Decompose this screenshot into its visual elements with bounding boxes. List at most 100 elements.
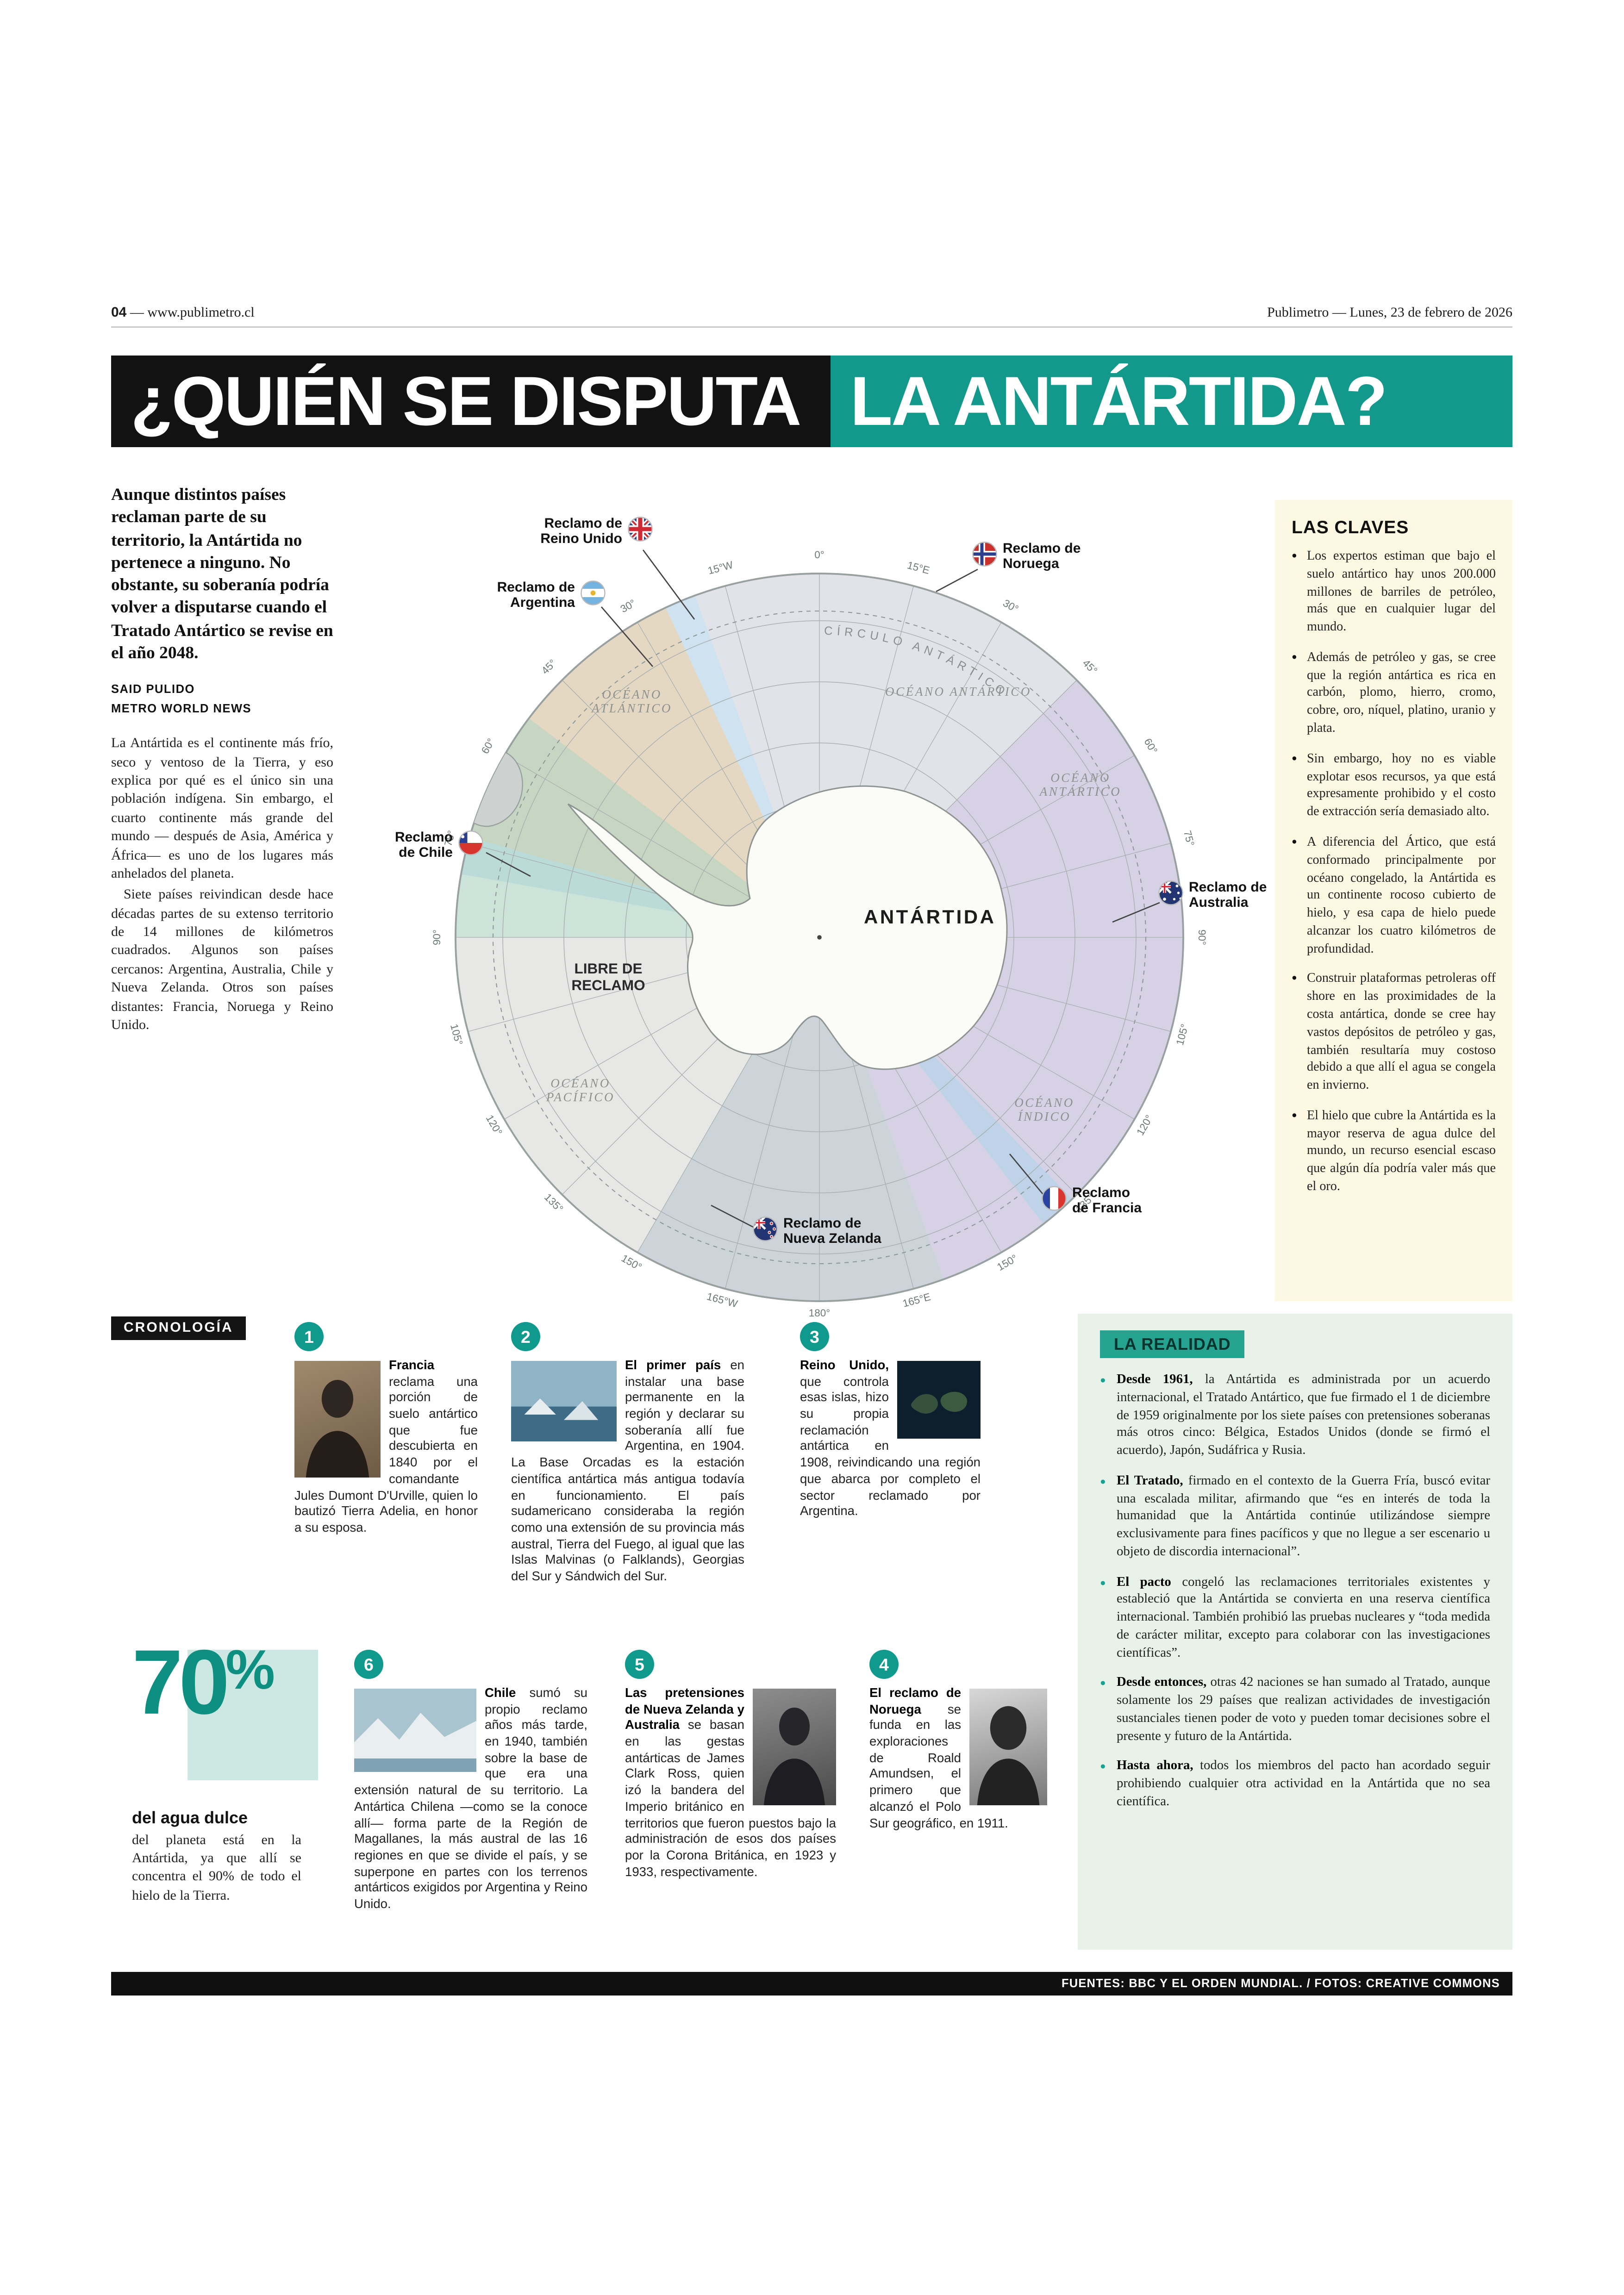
- photo-jules-dumont-durville: [294, 1361, 381, 1478]
- svg-text:165°E: 165°E: [901, 1291, 932, 1310]
- freshwater-stat: 70% del agua dulce del planeta está en l…: [132, 1630, 318, 1905]
- chrono-text-4: se funda en las exploraciones de Roald A…: [869, 1702, 1008, 1830]
- stat-text: del planeta está en la Antártida, ya que…: [132, 1833, 301, 1903]
- byline-org: METRO WORLD NEWS: [111, 700, 252, 715]
- claim-label-chile: Reclamo de Chile: [331, 830, 483, 861]
- svg-text:120°: 120°: [1134, 1113, 1155, 1137]
- chrono-number-2: 2: [511, 1322, 540, 1351]
- argentina-flag-icon: [581, 580, 606, 605]
- page-header: 04 — www.publimetro.cl Publimetro — Lune…: [111, 306, 1512, 328]
- intro-column: Aunque distintos países reclaman parte d…: [111, 483, 333, 1035]
- svg-text:45°: 45°: [539, 657, 559, 677]
- clave-item: Sin embargo, hoy no es viable explotar e…: [1292, 751, 1496, 822]
- svg-text:OCÉANO ANTÁRTICO: OCÉANO ANTÁRTICO: [885, 685, 1031, 698]
- claim-australia-text: Reclamo de Australia: [1189, 880, 1267, 911]
- headline-black: ¿QUIÉN SE DISPUTA: [111, 355, 831, 447]
- las-claves-title: LAS CLAVES: [1292, 517, 1409, 537]
- norway-flag-icon: [972, 542, 997, 567]
- chrono-item-5: 5 Las pretensiones de Nueva Zelanda y Au…: [625, 1650, 836, 1881]
- photo-base-orcadas: [511, 1361, 617, 1441]
- svg-text:15°W: 15°W: [706, 559, 735, 577]
- chrono-number-4: 4: [869, 1650, 899, 1679]
- chrono-number-1: 1: [294, 1322, 324, 1351]
- headline-teal: LA ANTÁRTIDA?: [831, 355, 1512, 447]
- realidad-item: El Tratado, firmado en el contexto de la…: [1100, 1473, 1490, 1561]
- svg-text:CÍRCULO ANTÁRTICO: CÍRCULO ANTÁRTICO: [824, 624, 1011, 700]
- page-number: 04: [111, 306, 127, 321]
- claim-new-zealand-text: Reclamo de Nueva Zelanda: [783, 1216, 881, 1247]
- claim-label-norway: Reclamo de Noruega: [972, 542, 1081, 573]
- chrono-number-6: 6: [354, 1650, 383, 1679]
- clave-item: Construir plataformas petroleras off sho…: [1292, 971, 1496, 1095]
- realidad-item: Hasta ahora, todos los miembros del pact…: [1100, 1759, 1490, 1812]
- svg-text:150°: 150°: [995, 1252, 1019, 1273]
- claim-france-text: Reclamo de Francia: [1072, 1186, 1142, 1217]
- chrono-lead-3: Reino Unido,: [800, 1358, 889, 1372]
- antarctica-map: CÍRCULO ANTÁRTICO 0° 15°E 30° 45° 60° 75° 90° 10…: [375, 493, 1264, 1382]
- chrono-item-3: 3 Reino Unido, que controla esas islas, …: [800, 1322, 981, 1521]
- photo-roald-amundsen: [969, 1689, 1047, 1805]
- chrono-text-5: se basan en las gestas antárticas de Jam…: [625, 1718, 836, 1878]
- claim-label-argentina: Reclamo de Argentina: [411, 580, 606, 611]
- uk-flag-icon: [628, 517, 653, 542]
- intro-paragraph-2: Siete países reivindican desde hace déca…: [111, 887, 333, 1034]
- france-flag-icon: [1042, 1186, 1067, 1211]
- svg-text:135°: 135°: [542, 1191, 566, 1215]
- antarctica-polar-map: CÍRCULO ANTÁRTICO 0° 15°E 30° 45° 60° 75° 90° 10…: [431, 549, 1208, 1319]
- chrono-lead-2: El primer país: [625, 1358, 721, 1372]
- realidad-item: Desde 1961, la Antártida es administrada…: [1100, 1372, 1490, 1460]
- realidad-item: El pacto congeló las reclamaciones terri…: [1100, 1574, 1490, 1663]
- chile-flag-icon: [458, 830, 483, 855]
- australia-flag-icon: [1158, 880, 1183, 905]
- la-realidad-panel: LA REALIDAD Desde 1961, la Antártida es …: [1078, 1314, 1512, 1950]
- site-url: — www.publimetro.cl: [126, 306, 255, 321]
- realidad-item: Desde entonces, otras 42 naciones se han…: [1100, 1675, 1490, 1746]
- svg-text:180°: 180°: [809, 1307, 831, 1319]
- claim-label-australia: Reclamo de Australia: [1158, 880, 1267, 911]
- intro-lead: Aunque distintos países reclaman parte d…: [111, 485, 333, 662]
- svg-text:120°: 120°: [484, 1113, 505, 1137]
- svg-text:ANTÁRTIDA: ANTÁRTIDA: [864, 906, 996, 928]
- svg-text:60°: 60°: [1142, 736, 1160, 756]
- chrono-number-5: 5: [625, 1650, 654, 1679]
- svg-text:75°: 75°: [1181, 829, 1197, 847]
- cronologia-label: CRONOLOGÍA: [111, 1316, 246, 1340]
- header-right: Publimetro — Lunes, 23 de febrero de 202…: [1267, 306, 1512, 321]
- svg-text:0°: 0°: [814, 549, 824, 561]
- las-claves-panel: LAS CLAVES Los expertos estiman que bajo…: [1275, 500, 1512, 1301]
- svg-text:105°: 105°: [448, 1023, 465, 1046]
- clave-item: Además de petróleo y gas, se cree que la…: [1292, 650, 1496, 739]
- svg-text:90°: 90°: [431, 929, 443, 945]
- svg-text:90°: 90°: [1196, 929, 1208, 945]
- clave-item: A diferencia del Ártico, que está confor…: [1292, 835, 1496, 959]
- byline-name: SAID PULIDO: [111, 682, 195, 696]
- clave-item: El hielo que cubre la Antártida es la ma…: [1292, 1108, 1496, 1197]
- claim-label-new-zealand: Reclamo de Nueva Zelanda: [753, 1216, 881, 1247]
- chrono-text-1: reclama una porción de suelo antártico q…: [294, 1374, 478, 1534]
- claim-label-france: Reclamo de Francia: [1042, 1186, 1142, 1217]
- chrono-text-3: que controla esas islas, hizo su propia …: [800, 1374, 981, 1518]
- svg-text:30°: 30°: [1001, 597, 1020, 615]
- byline: SAID PULIDO METRO WORLD NEWS: [111, 680, 333, 718]
- intro-paragraph-1: La Antártida es el continente más frío, …: [111, 736, 333, 882]
- chrono-text-6: sumó su propio reclamo años más tarde, e…: [354, 1686, 587, 1911]
- svg-text:15°E: 15°E: [906, 559, 931, 576]
- claim-argentina-text: Reclamo de Argentina: [497, 580, 575, 611]
- stat-value: 70%: [132, 1630, 275, 1733]
- svg-text:30°: 30°: [618, 597, 638, 615]
- la-realidad-title: LA REALIDAD: [1100, 1330, 1245, 1358]
- photo-falklands-satellite: [897, 1361, 981, 1439]
- main-headline: ¿QUIÉN SE DISPUTA LA ANTÁRTIDA?: [111, 355, 1512, 447]
- svg-text:165°W: 165°W: [706, 1291, 739, 1310]
- chrono-item-6: 6 Chile sumó su propio reclamo años más …: [354, 1650, 587, 1913]
- source-bar: FUENTES: BBC Y EL ORDEN MUNDIAL. / FOTOS…: [111, 1972, 1512, 1996]
- chrono-item-1: 1 Francia reclama una porción de suelo a…: [294, 1322, 478, 1537]
- intro-body: La Antártida es el continente más frío, …: [111, 735, 333, 1035]
- claim-label-uk: Reclamo de Reino Unido: [458, 517, 653, 548]
